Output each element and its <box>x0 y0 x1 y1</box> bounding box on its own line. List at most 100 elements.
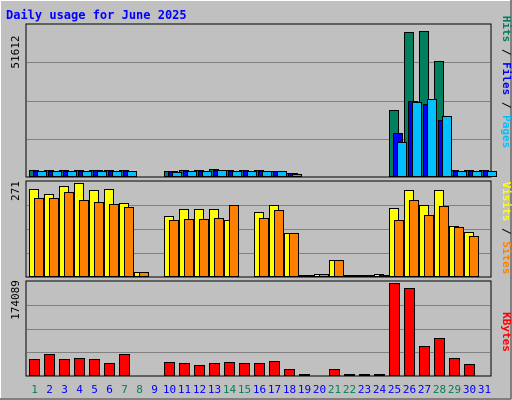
x-tick-label: 3 <box>61 383 68 396</box>
bar-kbytes-day-17 <box>269 361 280 376</box>
bar-pages-day-2 <box>52 171 62 177</box>
bar-pages-day-18 <box>292 174 302 177</box>
bar-pages-day-6 <box>112 171 122 177</box>
visits-sites-panel <box>25 180 492 278</box>
x-tick-label: 23 <box>358 383 371 396</box>
bar-sites-day-12 <box>199 219 209 277</box>
x-tick-label: 26 <box>403 383 416 396</box>
x-tick-label: 2 <box>46 383 53 396</box>
bar-pages-day-4 <box>82 171 92 177</box>
x-tick-label: 8 <box>136 383 143 396</box>
x-tick-label: 16 <box>253 383 266 396</box>
kbytes-panel <box>25 280 492 377</box>
bar-sites-day-23 <box>364 275 374 277</box>
bar-kbytes-day-26 <box>404 288 415 376</box>
bar-sites-day-19 <box>304 275 314 277</box>
x-tick-label: 15 <box>238 383 251 396</box>
bar-kbytes-day-4 <box>74 358 85 376</box>
kbytes-panel-max-label: 174089 <box>9 280 22 320</box>
bar-kbytes-day-10 <box>164 362 175 376</box>
x-tick-label: 24 <box>373 383 387 396</box>
bar-kbytes-day-19 <box>299 374 310 376</box>
x-tick-label: 9 <box>151 383 158 396</box>
bar-kbytes-day-13 <box>209 363 220 376</box>
bar-pages-day-1 <box>37 171 47 177</box>
bar-pages-day-7 <box>127 171 137 177</box>
x-tick-label: 14 <box>223 383 237 396</box>
bar-sites-day-17 <box>274 210 284 277</box>
x-tick-label: 21 <box>328 383 341 396</box>
bar-kbytes-day-15 <box>239 363 250 376</box>
bar-pages-day-3 <box>67 171 77 177</box>
bar-kbytes-day-2 <box>44 354 55 376</box>
bar-kbytes-day-12 <box>194 365 205 376</box>
bar-pages-day-26 <box>412 102 422 177</box>
bar-sites-day-8 <box>139 272 149 277</box>
bar-kbytes-day-25 <box>389 283 400 376</box>
bar-pages-day-31 <box>487 171 497 177</box>
bar-sites-day-21 <box>334 260 344 277</box>
bar-kbytes-day-11 <box>179 363 190 376</box>
bar-sites-day-1 <box>34 198 44 277</box>
x-tick-label: 27 <box>418 383 431 396</box>
visits-sites-axis-label: Visits / Sites <box>500 182 512 275</box>
x-tick-label: 22 <box>343 383 356 396</box>
x-tick-label: 4 <box>76 383 83 396</box>
x-tick-label: 17 <box>268 383 281 396</box>
bar-kbytes-day-24 <box>374 374 385 376</box>
bar-sites-day-27 <box>424 215 434 277</box>
x-tick-label: 25 <box>388 383 401 396</box>
bar-kbytes-day-23 <box>359 374 370 376</box>
bar-sites-day-25 <box>394 220 404 277</box>
bar-kbytes-day-21 <box>329 369 340 376</box>
x-tick-label: 19 <box>298 383 311 396</box>
bar-kbytes-day-5 <box>89 359 100 376</box>
bar-pages-day-16 <box>262 171 272 177</box>
hits-files-pages-panel <box>25 23 497 178</box>
x-tick-label: 5 <box>91 383 98 396</box>
visits-panel-max-label: 271 <box>9 181 22 201</box>
chart-panels <box>25 23 497 377</box>
bar-sites-day-22 <box>349 275 359 277</box>
bar-sites-day-26 <box>409 200 419 277</box>
x-tick-label: 30 <box>463 383 476 396</box>
bar-pages-day-10 <box>172 172 182 177</box>
files-axis-label: Files <box>500 62 512 95</box>
visits-axis-label: Visits <box>500 182 512 222</box>
kbytes-axis-label: KBytes <box>500 312 512 352</box>
x-tick-label: 10 <box>163 383 176 396</box>
bar-pages-day-12 <box>202 171 212 177</box>
hits-files-pages-axis-label: Hits / Files / Pages <box>500 16 512 149</box>
bar-sites-day-4 <box>79 200 89 277</box>
bar-sites-day-13 <box>214 218 224 277</box>
bar-sites-day-30 <box>469 236 479 277</box>
bar-sites-day-10 <box>169 220 179 277</box>
bar-kbytes-day-30 <box>464 364 475 376</box>
x-tick-label: 12 <box>193 383 206 396</box>
bar-pages-day-15 <box>247 171 257 177</box>
bar-kbytes-day-18 <box>284 369 295 376</box>
bar-kbytes-day-1 <box>29 359 40 376</box>
bar-kbytes-day-22 <box>344 374 355 376</box>
bar-sites-day-3 <box>64 192 74 277</box>
x-tick-label: 11 <box>178 383 191 396</box>
x-tick-label: 13 <box>208 383 221 396</box>
x-tick-label: 6 <box>106 383 113 396</box>
bar-kbytes-day-7 <box>119 354 130 376</box>
x-tick-label: 28 <box>433 383 446 396</box>
bar-kbytes-day-6 <box>104 363 115 376</box>
x-tick-label: 31 <box>478 383 491 396</box>
bar-pages-day-14 <box>232 171 242 177</box>
bar-sites-day-28 <box>439 206 449 277</box>
bar-sites-day-14 <box>229 205 239 277</box>
bar-pages-day-13 <box>217 170 227 177</box>
x-tick-label: 7 <box>121 383 128 396</box>
bar-pages-day-17 <box>277 171 287 177</box>
bar-sites-day-7 <box>124 207 134 277</box>
bar-pages-day-28 <box>442 116 452 177</box>
x-axis-day-labels: 1 2 3 4 5 6 7 8 9 10 11 12 13 14 15 16 17 18 19 20 21 22 23 24 2… <box>31 383 491 396</box>
sites-axis-label: Sites <box>500 241 512 274</box>
bar-sites-day-29 <box>454 227 464 277</box>
